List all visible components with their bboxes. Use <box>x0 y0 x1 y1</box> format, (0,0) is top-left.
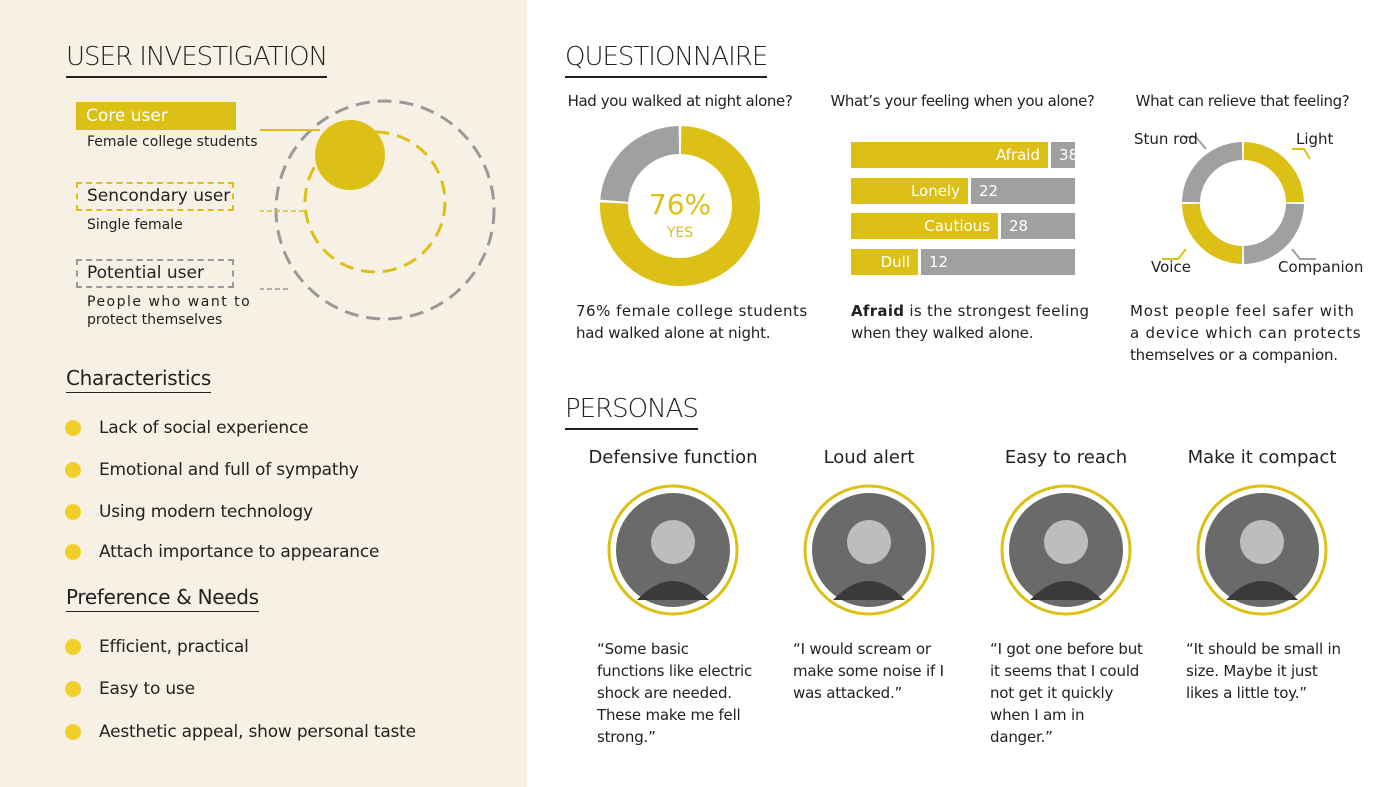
relief-donut <box>1162 136 1316 264</box>
characteristics-title: Characteristics <box>66 366 211 393</box>
percent-label: 76% <box>648 188 712 221</box>
persona-photo <box>1000 484 1132 616</box>
potential-user-label: Potential user <box>76 259 234 288</box>
preferences-title: Preference & Needs <box>66 585 259 612</box>
secondary-user-label: Sencondary user <box>76 182 234 211</box>
bar-cautious: Cautious 28 <box>851 213 1075 239</box>
questionnaire-title: QUESTIONNAIRE <box>565 42 768 78</box>
q2-caption: Afraid is the strongest feeling <box>851 302 1090 320</box>
question-3: What can relieve that feeling? <box>1135 92 1350 110</box>
persona-photo <box>607 484 739 616</box>
leader-line <box>1162 248 1187 260</box>
secondary-user-desc: Single female <box>87 217 183 233</box>
persona-photo <box>1196 484 1328 616</box>
yes-label: YES <box>666 225 694 241</box>
voice-label: Voice <box>1151 258 1191 276</box>
walked-alone-donut <box>600 126 760 287</box>
slice-stun-rod <box>1182 142 1243 203</box>
no-slice <box>600 126 680 202</box>
persona-name: Loud alert <box>823 447 915 468</box>
persona-quote: “I got one before but it seems that I co… <box>990 640 1143 746</box>
list-item: Easy to use <box>65 679 195 699</box>
list-item: Attach importance to appearance <box>65 542 379 562</box>
slice-light <box>1243 142 1304 203</box>
leader-line <box>1184 136 1207 150</box>
yes-slice <box>600 126 760 287</box>
bar-value: 38 <box>1059 146 1079 164</box>
secondary-circle <box>303 130 447 274</box>
persona-name: Defensive function <box>588 447 758 468</box>
stun-rod-label: Stun rod <box>1134 130 1198 148</box>
persona-quote: “Some basic functions like electric shoc… <box>597 640 753 746</box>
core-user-desc: Female college students <box>87 134 258 150</box>
q3-caption: Most people feel safer with <box>1130 302 1355 320</box>
bar-label: Afraid <box>851 142 1051 168</box>
bar-label: Lonely <box>851 177 971 204</box>
bar-label: Dull <box>851 248 921 275</box>
bar-label: Cautious <box>851 213 1001 239</box>
q3-caption: a device which can protects <box>1130 324 1362 342</box>
persona-name: Make it compact <box>1187 447 1337 468</box>
bar-lonely: Lonely 22 <box>851 177 1075 204</box>
user-circles-diagram <box>260 99 496 321</box>
q1-caption: 76% female college students <box>576 302 808 320</box>
bar-value: 22 <box>979 181 999 200</box>
bar-value: 12 <box>929 252 949 271</box>
persona-quote: “I would scream or make some noise if I … <box>793 640 944 702</box>
list-item: Aesthetic appeal, show personal taste <box>65 722 416 742</box>
q1-caption: had walked alone at night. <box>576 324 771 342</box>
core-user-label: Core user <box>76 102 236 130</box>
persona-name: Easy to reach <box>1004 447 1128 468</box>
leader-line <box>1292 148 1311 160</box>
persona-quote: “It should be small in size. Maybe it ju… <box>1186 640 1341 702</box>
list-item: Lack of social experience <box>65 418 309 438</box>
persona-photo <box>803 484 935 616</box>
companion-label: Companion <box>1278 258 1364 276</box>
user-investigation-panel <box>0 0 527 787</box>
potential-user-desc: People who want to <box>87 294 252 310</box>
list-item: Efficient, practical <box>65 637 249 657</box>
personas-title: PERSONAS <box>565 394 699 430</box>
question-2: What’s your feeling when you alone? <box>830 92 1095 110</box>
leader-line <box>1291 248 1316 260</box>
bar-dull: Dull 12 <box>851 248 1075 275</box>
bar-value: 28 <box>1009 217 1029 235</box>
section-title: USER INVESTIGATION <box>66 42 328 78</box>
bar-afraid: Afraid 38 <box>851 142 1079 168</box>
core-circle <box>315 120 385 190</box>
slice-voice <box>1182 203 1243 264</box>
q3-caption: themselves or a companion. <box>1130 346 1338 364</box>
question-1: Had you walked at night alone? <box>567 92 793 110</box>
list-item: Emotional and full of sympathy <box>65 460 359 480</box>
light-label: Light <box>1296 130 1334 148</box>
q2-caption: when they walked alone. <box>851 324 1034 342</box>
potential-circle <box>274 99 496 321</box>
list-item: Using modern technology <box>65 502 313 522</box>
slice-companion <box>1243 203 1304 264</box>
potential-user-desc: protect themselves <box>87 312 223 328</box>
